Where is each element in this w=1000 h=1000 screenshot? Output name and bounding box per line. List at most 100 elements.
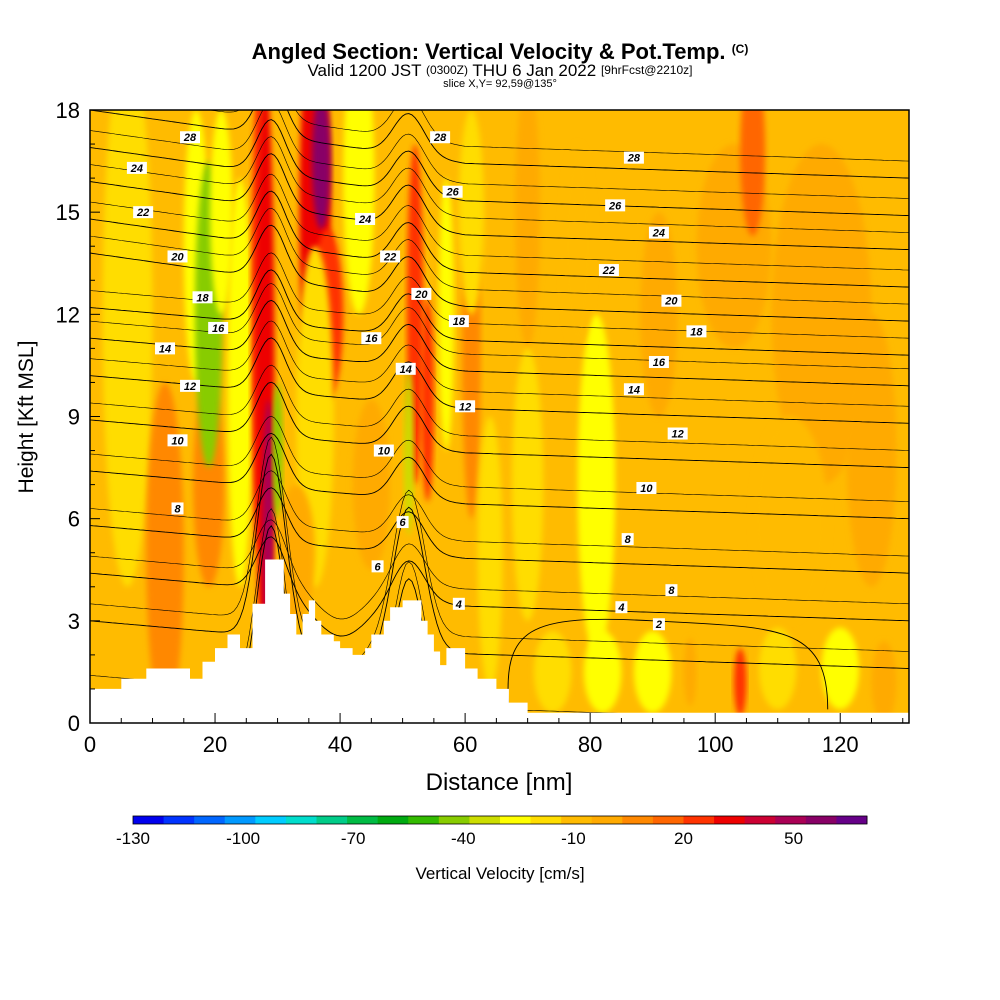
velocity-cell — [512, 348, 544, 621]
colorbar-swatch — [133, 816, 165, 824]
theta-contour-18 — [90, 269, 909, 356]
velocity-cell — [210, 110, 233, 315]
theta-contour-minor — [90, 207, 909, 305]
theta-contour-minor — [90, 320, 909, 407]
contour-label-text: 26 — [445, 187, 459, 199]
valid-utc: (0300Z) — [425, 63, 468, 77]
contour-label: 26 — [605, 199, 626, 212]
contour-label-text: 6 — [400, 517, 407, 529]
contour-label: 24 — [126, 161, 147, 175]
colorbar-tick-label: -130 — [116, 829, 150, 848]
y-tick-label: 18 — [56, 98, 80, 123]
contour-label: 24 — [355, 212, 376, 226]
x-tick-label: 60 — [453, 732, 477, 757]
contour-label-text: 2 — [655, 619, 662, 631]
contour-label: 8 — [665, 584, 678, 597]
contour-label-bg — [667, 427, 688, 440]
contour-label-bg — [455, 400, 476, 413]
contour-label: 10 — [167, 434, 188, 447]
x-tick-label: 40 — [328, 732, 352, 757]
velocity-cell — [515, 110, 541, 349]
contour-label: 12 — [455, 400, 476, 413]
contour-label: 28 — [430, 131, 451, 144]
colorbar-swatches — [132, 815, 868, 825]
contour-label-text: 4 — [455, 599, 462, 611]
colorbar-frame — [132, 815, 868, 825]
colorbar-swatch — [347, 816, 379, 824]
contour-label-bg — [373, 444, 394, 457]
contour-label-text: 20 — [664, 296, 678, 308]
contour-label-bg — [605, 199, 626, 212]
velocity-cell — [533, 631, 572, 713]
colorbar-swatch — [622, 816, 654, 824]
contour-label-bg — [167, 250, 188, 263]
contour-label: 4 — [615, 601, 628, 614]
chart-title: Angled Section: Vertical Velocity & Pot.… — [0, 36, 1000, 65]
velocity-cell — [277, 484, 316, 621]
contour-label-bg — [652, 618, 665, 631]
contour-label: 22 — [133, 206, 154, 219]
contour-label: 18 — [448, 315, 469, 328]
theta-contour-closed — [507, 618, 829, 710]
velocity-cell — [846, 314, 897, 587]
velocity-cell — [272, 382, 283, 519]
slice-info: slice X,Y= 92,59@135° — [443, 78, 557, 90]
contour-label-text: 20 — [414, 289, 428, 301]
colorbar-ticks: -130 -100 -70 -40 -10 20 50 — [116, 829, 803, 848]
theta-contour-minor — [90, 252, 909, 339]
contour-label-text: 14 — [400, 364, 412, 376]
contour-label-text: 6 — [375, 561, 382, 573]
contour-label: 6 — [371, 560, 384, 573]
velocity-cell — [421, 297, 434, 502]
contour-label-bg — [665, 584, 678, 597]
colorbar-swatch — [285, 816, 317, 824]
contour-label: 2 — [652, 618, 665, 631]
contour-label-bg — [208, 321, 229, 334]
x-tick-label: 120 — [822, 732, 859, 757]
theta-contour-minor — [90, 415, 909, 502]
theta-contour-minor — [90, 136, 909, 233]
velocity-cell — [352, 399, 391, 570]
contour-label: 6 — [396, 516, 409, 529]
y-tick-label: 9 — [68, 405, 80, 430]
colorbar-swatch — [408, 816, 440, 824]
velocity-cell — [758, 627, 797, 710]
velocity-cell — [146, 382, 184, 723]
contour-label: 22 — [380, 250, 401, 263]
contour-label: 14 — [395, 362, 416, 376]
contour-label-text: 10 — [378, 446, 391, 458]
y-tick-label: 3 — [68, 609, 80, 634]
colorbar-swatch — [652, 816, 684, 824]
colorbar-swatch — [836, 816, 868, 824]
theta-contour-8 — [90, 487, 909, 574]
theta-contour-28 — [90, 110, 909, 179]
theta-contour-14 — [90, 337, 909, 424]
contour-label-text: 12 — [672, 429, 684, 441]
contour-label-text: 16 — [653, 357, 666, 369]
forecast-info: [9hrFcst@2210z] — [600, 63, 693, 77]
colorbar-swatch — [469, 816, 501, 824]
y-tick-label: 6 — [68, 507, 80, 532]
contour-label-text: 12 — [184, 381, 196, 393]
theta-contour-16 — [90, 299, 909, 387]
velocity-cell — [477, 416, 503, 689]
y-tick-label: 12 — [56, 302, 80, 327]
x-tick-label: 100 — [697, 732, 734, 757]
contour-label-bg — [648, 356, 669, 369]
velocity-cell — [577, 314, 616, 655]
contour-label-bg — [636, 482, 657, 495]
contour-label-bg — [411, 287, 432, 300]
velocity-cell — [821, 627, 859, 710]
potential-temperature-contours — [90, 110, 909, 723]
contour-label: 10 — [373, 444, 394, 458]
velocity-cell — [311, 110, 331, 230]
contour-label-bg — [361, 332, 382, 345]
colorbar-swatch — [530, 816, 562, 824]
colorbar-swatch — [683, 816, 715, 824]
contour-label: 4 — [452, 597, 465, 611]
contour-label-text: 28 — [627, 153, 641, 165]
contour-label-bg — [371, 560, 384, 573]
velocity-cell — [458, 110, 484, 315]
contour-label-bg — [180, 379, 201, 392]
contour-label-bg — [180, 131, 201, 144]
